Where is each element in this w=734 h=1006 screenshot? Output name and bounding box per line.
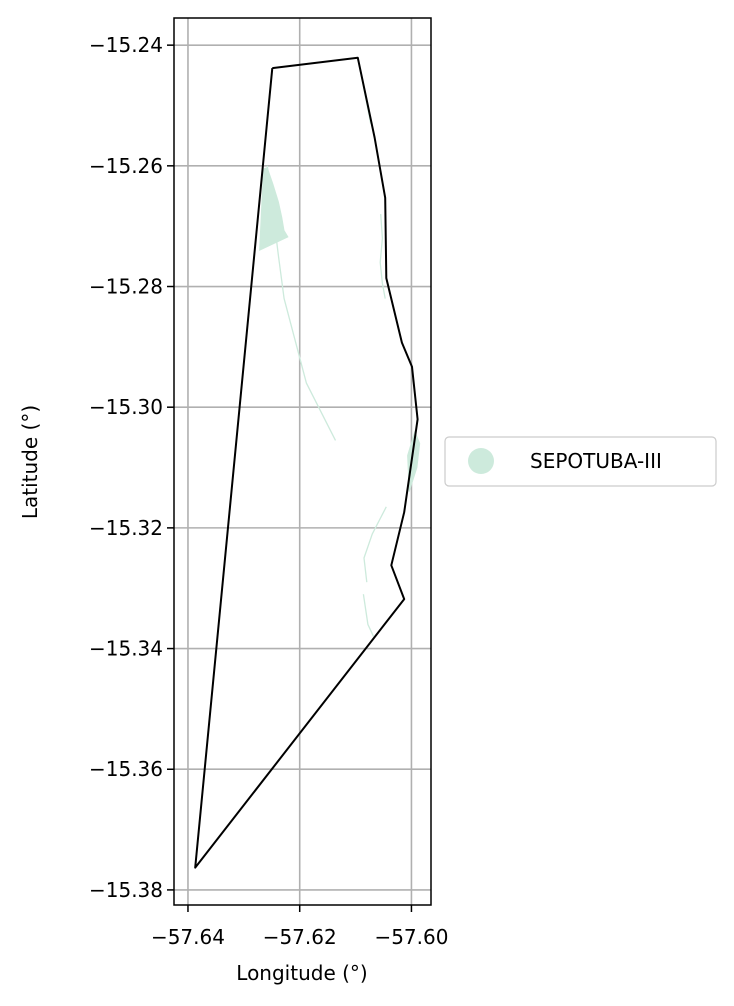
feature-line bbox=[266, 165, 337, 441]
x-axis-title: Longitude (°) bbox=[236, 961, 367, 985]
y-tick-label: −15.26 bbox=[89, 154, 163, 178]
y-axis-title: Latitude (°) bbox=[18, 405, 42, 519]
legend-label-sepotuba-iii: SEPOTUBA-III bbox=[530, 449, 662, 473]
x-tick-label: −57.62 bbox=[263, 925, 337, 949]
feature-line bbox=[379, 214, 386, 299]
plot-frame bbox=[173, 17, 432, 906]
feature-line bbox=[362, 594, 375, 637]
x-axis-ticks: −57.64 −57.62 −57.60 bbox=[151, 905, 448, 949]
boundary-outline bbox=[194, 56, 419, 869]
legend-marker-sepotuba-iii bbox=[468, 448, 494, 474]
x-tick-label: −57.64 bbox=[151, 925, 225, 949]
y-tick-label: −15.28 bbox=[89, 275, 163, 299]
y-tick-label: −15.24 bbox=[89, 33, 163, 57]
grid-lines bbox=[174, 18, 431, 905]
y-tick-label: −15.32 bbox=[89, 516, 163, 540]
y-tick-label: −15.36 bbox=[89, 757, 163, 781]
y-tick-label: −15.38 bbox=[89, 878, 163, 902]
boundary-polyline bbox=[194, 56, 419, 869]
feature-polygon bbox=[407, 430, 421, 492]
y-axis-ticks: −15.24 −15.26 −15.28 −15.30 −15.32 −15.34 −15.… bbox=[89, 33, 174, 902]
feature-line bbox=[363, 506, 387, 583]
feature-polygon bbox=[259, 167, 289, 251]
legend-box bbox=[444, 436, 717, 487]
x-tick-label: −57.60 bbox=[374, 925, 448, 949]
y-tick-label: −15.34 bbox=[89, 637, 163, 661]
y-tick-label: −15.30 bbox=[89, 395, 163, 419]
legend: SEPOTUBA-III bbox=[444, 436, 717, 487]
